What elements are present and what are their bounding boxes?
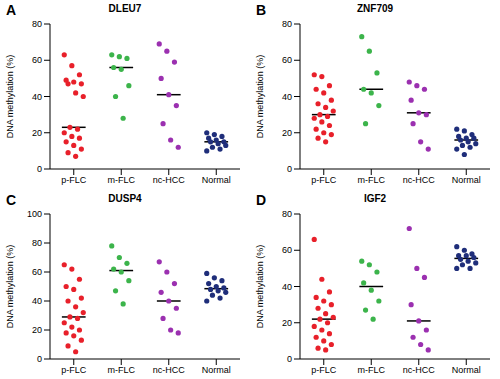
svg-text:p-FLC: p-FLC [61,175,87,185]
svg-text:p-FLC: p-FLC [61,365,87,375]
svg-text:DNA methylation (%): DNA methylation (%) [255,244,265,328]
svg-text:0: 0 [37,164,42,174]
svg-text:80: 80 [32,238,42,248]
svg-text:20: 20 [282,128,292,138]
svg-text:nc-HCC: nc-HCC [153,365,186,375]
svg-text:60: 60 [282,245,292,255]
svg-text:40: 40 [32,92,42,102]
html-text:DLEU7: DLEU7 [108,3,142,14]
svg-text:Normal: Normal [202,175,231,185]
svg-text:40: 40 [282,281,292,291]
html-text:IGF2: IGF2 [363,192,387,204]
svg-text:20: 20 [32,128,42,138]
svg-text:nc-HCC: nc-HCC [403,365,436,375]
svg-text:80: 80 [32,19,42,29]
svg-text:nc-HCC: nc-HCC [403,175,436,185]
svg-text:m-FLC: m-FLC [108,365,136,375]
svg-text:20: 20 [282,317,292,327]
html-text:A: A [6,2,17,18]
svg-text:0: 0 [37,354,42,364]
svg-text:60: 60 [32,267,42,277]
html-text:D: D [256,191,267,208]
svg-text:DNA methylation (%): DNA methylation (%) [8,244,15,328]
html-text:DUSP4: DUSP4 [108,192,142,204]
svg-text:m-FLC: m-FLC [358,175,386,185]
svg-text:Normal: Normal [202,365,231,375]
svg-text:m-FLC: m-FLC [108,175,136,185]
svg-text:60: 60 [282,55,292,65]
svg-text:100: 100 [27,209,42,219]
svg-text:Normal: Normal [452,175,481,185]
svg-text:20: 20 [32,325,42,335]
svg-text:80: 80 [282,19,292,29]
svg-text:DNA methylation (%): DNA methylation (%) [255,55,265,139]
html-text:C: C [6,191,17,208]
svg-text:Normal: Normal [452,365,481,375]
svg-text:p-FLC: p-FLC [311,175,337,185]
svg-text:0: 0 [287,354,292,364]
svg-text:40: 40 [282,92,292,102]
svg-text:m-FLC: m-FLC [358,365,386,375]
svg-text:40: 40 [32,296,42,306]
svg-text:nc-HCC: nc-HCC [153,175,186,185]
svg-text:60: 60 [32,55,42,65]
html-text:B: B [256,2,267,18]
svg-text:0: 0 [287,164,292,174]
html-text:ZNF709: ZNF709 [356,3,394,14]
svg-text:p-FLC: p-FLC [311,365,337,375]
svg-text:DNA methylation (%): DNA methylation (%) [8,55,15,139]
svg-text:80: 80 [282,209,292,219]
